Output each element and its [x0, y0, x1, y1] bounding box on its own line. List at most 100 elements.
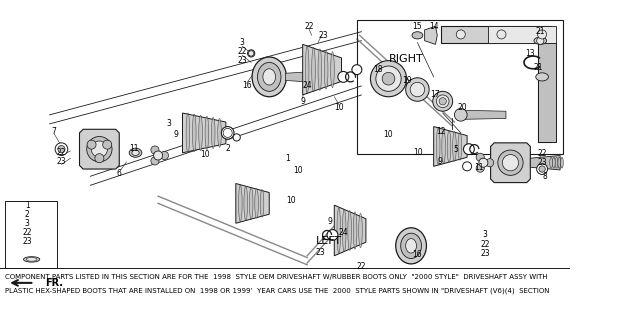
Text: 11: 11	[474, 163, 483, 172]
Ellipse shape	[58, 146, 65, 153]
Ellipse shape	[239, 185, 242, 221]
Ellipse shape	[550, 157, 553, 168]
Ellipse shape	[129, 148, 142, 157]
Ellipse shape	[412, 32, 423, 39]
Circle shape	[87, 140, 96, 149]
Ellipse shape	[537, 164, 548, 174]
Ellipse shape	[327, 229, 338, 240]
Ellipse shape	[221, 127, 234, 139]
Ellipse shape	[396, 228, 427, 264]
Circle shape	[151, 146, 159, 154]
Circle shape	[151, 157, 159, 165]
Text: 7: 7	[52, 127, 57, 136]
Text: 22: 22	[480, 240, 490, 249]
Ellipse shape	[536, 73, 548, 81]
Ellipse shape	[348, 211, 351, 250]
Text: 21: 21	[534, 63, 543, 72]
Ellipse shape	[186, 113, 190, 153]
Ellipse shape	[406, 239, 416, 253]
Polygon shape	[334, 205, 366, 256]
Text: 1: 1	[285, 154, 290, 163]
Ellipse shape	[401, 233, 422, 259]
Ellipse shape	[553, 157, 555, 168]
Ellipse shape	[23, 257, 40, 262]
Ellipse shape	[305, 46, 309, 93]
Ellipse shape	[433, 91, 452, 111]
Ellipse shape	[558, 157, 560, 168]
Ellipse shape	[447, 131, 451, 162]
Ellipse shape	[312, 47, 316, 92]
Ellipse shape	[352, 65, 362, 75]
Text: 24: 24	[338, 228, 348, 237]
Text: 10: 10	[384, 130, 393, 139]
Polygon shape	[463, 110, 506, 119]
Text: 22: 22	[22, 228, 32, 237]
Ellipse shape	[463, 162, 471, 171]
Ellipse shape	[442, 130, 445, 164]
Ellipse shape	[502, 155, 519, 171]
Ellipse shape	[337, 208, 341, 253]
Ellipse shape	[249, 188, 253, 219]
Text: FR.: FR.	[45, 278, 63, 288]
Ellipse shape	[353, 212, 357, 249]
Ellipse shape	[560, 157, 563, 168]
Circle shape	[476, 164, 484, 172]
Text: 3: 3	[483, 230, 488, 239]
Ellipse shape	[458, 133, 462, 160]
Text: 9: 9	[174, 130, 179, 139]
Bar	[357, 20, 563, 154]
Text: 10: 10	[293, 166, 303, 175]
Polygon shape	[488, 26, 556, 43]
Circle shape	[497, 30, 506, 39]
Text: 16: 16	[242, 81, 252, 91]
Polygon shape	[538, 43, 556, 142]
Ellipse shape	[27, 258, 37, 261]
Text: 16: 16	[413, 250, 422, 260]
Text: 8: 8	[543, 172, 547, 181]
Ellipse shape	[132, 150, 139, 156]
Ellipse shape	[410, 82, 425, 97]
Text: 22: 22	[538, 149, 547, 158]
Ellipse shape	[233, 134, 240, 141]
Circle shape	[537, 37, 544, 44]
Text: 15: 15	[413, 22, 422, 31]
Ellipse shape	[439, 98, 446, 105]
Text: 23: 23	[319, 31, 328, 40]
Text: 11: 11	[129, 144, 138, 153]
Polygon shape	[441, 26, 551, 142]
Ellipse shape	[331, 52, 334, 88]
Polygon shape	[303, 44, 341, 95]
Ellipse shape	[218, 118, 221, 147]
Text: LEFT: LEFT	[316, 236, 343, 246]
Ellipse shape	[223, 128, 232, 137]
Ellipse shape	[247, 50, 255, 57]
Text: 9: 9	[300, 97, 305, 106]
Ellipse shape	[382, 72, 395, 85]
Text: 22: 22	[357, 262, 366, 271]
Ellipse shape	[244, 186, 247, 220]
Ellipse shape	[252, 57, 286, 97]
Circle shape	[476, 153, 484, 161]
Circle shape	[160, 151, 168, 160]
Polygon shape	[236, 183, 269, 223]
Polygon shape	[182, 113, 226, 153]
Ellipse shape	[534, 37, 546, 44]
Text: 2: 2	[225, 144, 230, 153]
Circle shape	[249, 51, 254, 56]
Text: 12: 12	[436, 127, 445, 136]
Ellipse shape	[498, 150, 523, 175]
Text: 9: 9	[437, 157, 442, 166]
Text: 1: 1	[25, 201, 30, 210]
Ellipse shape	[539, 166, 545, 172]
Text: 21: 21	[536, 27, 545, 36]
Text: 14: 14	[429, 22, 439, 31]
Text: 13: 13	[526, 49, 535, 58]
Ellipse shape	[211, 117, 215, 148]
Ellipse shape	[370, 60, 406, 97]
Text: COMPONENT PARTS LISTED IN THIS SECTION ARE FOR THE  1998  STYLE OEM DRIVESHAFT W: COMPONENT PARTS LISTED IN THIS SECTION A…	[4, 275, 547, 280]
Ellipse shape	[255, 188, 259, 218]
Text: 19: 19	[402, 76, 411, 85]
Bar	[4, 201, 57, 268]
Text: 23: 23	[22, 237, 32, 246]
Text: 22: 22	[304, 22, 314, 31]
